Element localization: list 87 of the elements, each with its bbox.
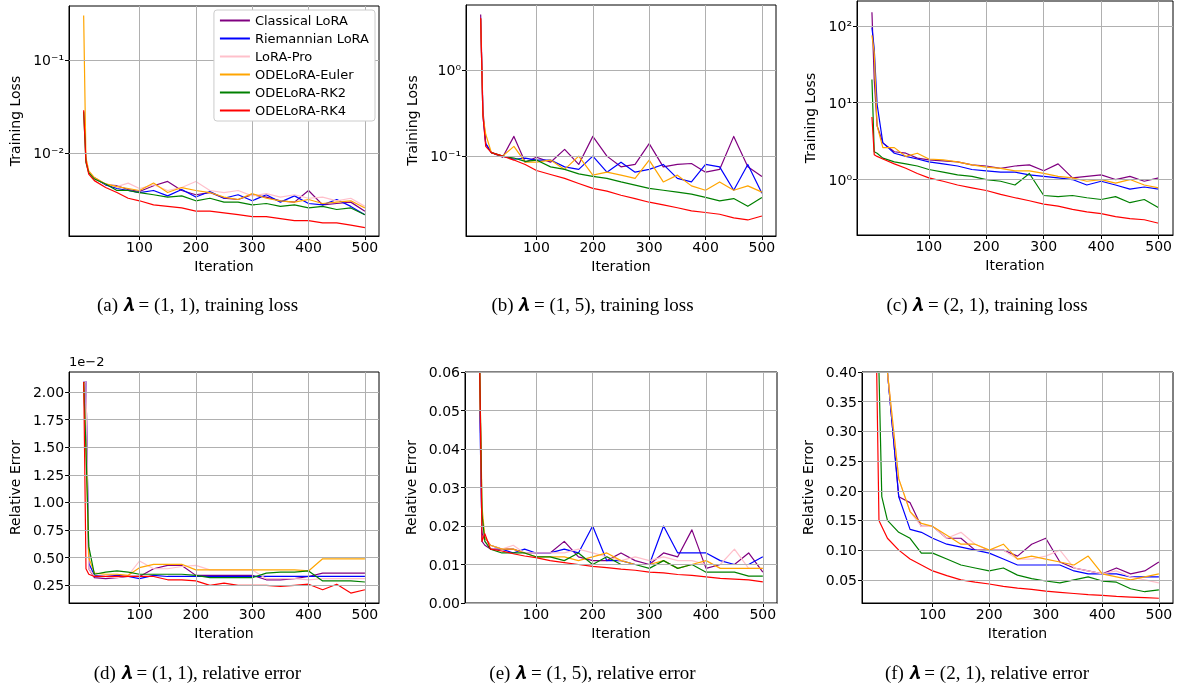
x-tick-label: 300 [238, 606, 266, 622]
text: (e) 𝝀 = (1, 5), relative error [489, 662, 697, 684]
y-tick-label: 0.30 [825, 423, 857, 440]
y-tick-label: 0.06 [428, 364, 461, 380]
x-tick-label: 300 [238, 239, 266, 255]
y-tick-label: 0.35 [825, 393, 857, 410]
x-axis-title: Iteration [591, 257, 651, 274]
y-tick-label: 1.75 [32, 411, 65, 428]
legend-label: ODELoRA-Euler [254, 67, 355, 82]
x-tick-label: 100 [522, 606, 550, 622]
y-tick-label: 10⁰ [828, 171, 853, 188]
x-tick-label: 300 [1030, 238, 1058, 254]
x-tick-label: 200 [972, 238, 1000, 254]
x-tick-label: 100 [523, 239, 550, 255]
y-axis-title: Training Loss [7, 75, 24, 168]
y-tick-label: 1.00 [32, 494, 65, 511]
legend-label: LoRA-Pro [254, 49, 313, 64]
y-axis-title: Training Loss [404, 75, 421, 167]
y-axis-title: Relative Error [799, 439, 816, 536]
y-axis-title: Relative Error [402, 439, 419, 536]
line-series [871, 116, 1160, 224]
y-tick-label: 0.02 [428, 518, 460, 534]
y-tick-label: 10¹ [828, 94, 852, 111]
x-axis-title: Iteration [194, 257, 254, 274]
y-tick-label: 0.50 [32, 549, 65, 566]
x-tick-label: 100 [126, 239, 153, 255]
y-tick-label: 1.50 [32, 439, 65, 456]
x-tick-label: 300 [1032, 606, 1060, 622]
x-tick-label: 400 [692, 606, 720, 622]
y-tick-label: 0.10 [825, 542, 857, 559]
y-axis-title: Relative Error [7, 439, 23, 536]
legend-label: ODELoRA-RK2 [254, 85, 346, 100]
legend-label: ODELoRA-RK4 [254, 103, 346, 118]
y-tick-label: 0.05 [825, 571, 857, 588]
legend-label: Classical LoRA [254, 13, 349, 28]
x-tick-label: 200 [579, 239, 607, 255]
y-tick-label: 10⁻¹ [33, 52, 64, 69]
x-tick-label: 400 [1087, 238, 1115, 254]
y-tick-label: 0.04 [428, 441, 461, 457]
y-tick-label: 0.40 [825, 364, 857, 380]
x-tick-label: 300 [636, 606, 663, 622]
x-tick-label: 100 [126, 606, 153, 622]
x-tick-label: 200 [182, 239, 210, 255]
x-tick-label: 500 [1145, 606, 1173, 622]
text: 1e−2 [69, 354, 105, 369]
text: (c) 𝝀 = (2, 1), training loss [886, 294, 1088, 316]
y-tick-label: 0.05 [428, 402, 460, 419]
x-tick-label: 500 [749, 606, 777, 622]
x-axis-title: Iteration [985, 256, 1045, 273]
x-tick-label: 500 [351, 606, 379, 622]
x-tick-label: 500 [1145, 238, 1172, 254]
x-tick-label: 400 [295, 239, 322, 255]
text: (d) 𝝀 = (1, 1), relative error [93, 662, 302, 684]
y-tick-label: 0.75 [32, 522, 65, 539]
y-tick-label: 0.15 [825, 512, 857, 529]
y-tick-label: 0.25 [32, 577, 65, 594]
x-tick-label: 400 [692, 239, 719, 255]
x-tick-label: 100 [919, 606, 947, 622]
text: (b) 𝝀 = (1, 5), training loss [491, 294, 694, 316]
x-axis-title: Iteration [194, 624, 254, 641]
line-series [871, 78, 1160, 209]
y-tick-label: 10⁻¹ [430, 148, 461, 165]
x-tick-label: 200 [975, 606, 1003, 622]
legend-label: Riemannian LoRA [254, 31, 370, 46]
y-tick-label: 0.03 [428, 479, 460, 496]
y-axis-title: Training Loss [802, 72, 818, 165]
x-tick-label: 200 [579, 606, 606, 622]
y-tick-label: 2.00 [32, 383, 65, 400]
x-tick-label: 400 [295, 606, 322, 622]
x-axis-title: Iteration [987, 624, 1048, 641]
y-tick-label: 10⁰ [437, 62, 462, 79]
x-tick-label: 500 [351, 239, 379, 255]
x-tick-label: 300 [635, 239, 663, 255]
text: (f) 𝝀 = (2, 1), relative error [884, 662, 1090, 684]
x-tick-label: 200 [182, 606, 210, 622]
y-tick-label: 0.00 [428, 595, 460, 611]
text: (a) 𝝀 = (1, 1), training loss [96, 294, 299, 316]
y-tick-label: 10² [828, 17, 852, 34]
y-tick-label: 1.25 [32, 466, 65, 483]
x-axis-title: Iteration [591, 624, 651, 641]
y-tick-label: 0.01 [428, 556, 460, 573]
y-tick-label: 10⁻² [33, 145, 64, 162]
x-tick-label: 500 [748, 239, 776, 255]
y-tick-label: 0.20 [825, 482, 857, 499]
y-tick-label: 0.25 [825, 453, 857, 470]
x-tick-label: 100 [915, 238, 943, 254]
x-tick-label: 400 [1088, 606, 1116, 622]
